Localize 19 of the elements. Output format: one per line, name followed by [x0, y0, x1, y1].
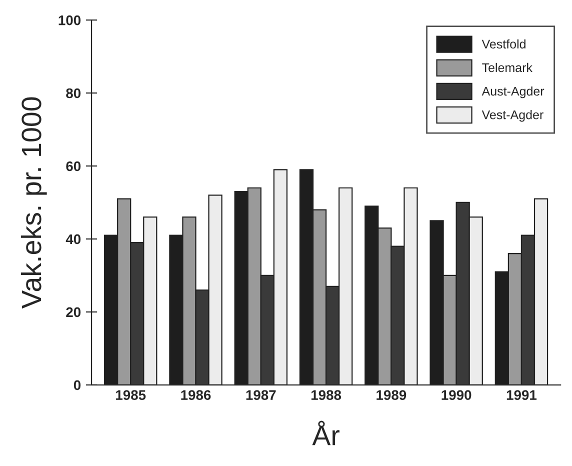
legend-label: Telemark	[482, 62, 533, 72]
y-tick-label: 100	[58, 15, 81, 26]
y-tick-label: 0	[74, 380, 81, 390]
x-tick-label: 1989	[376, 390, 406, 400]
legend-label: Vest-Agder	[482, 110, 544, 122]
x-tick-label: 1988	[311, 390, 342, 400]
y-tick-label: 60	[66, 161, 81, 172]
x-tick-label: 1985	[116, 390, 146, 400]
x-tick-label: 1986	[181, 390, 211, 400]
y-tick-label: 20	[66, 307, 81, 318]
x-axis-title: År	[312, 420, 340, 446]
y-tick-label: 80	[66, 88, 81, 98]
x-tick-label: 1990	[442, 390, 472, 400]
x-tick-label: 1987	[246, 390, 276, 400]
x-tick-label: 1991	[506, 390, 537, 400]
legend-label: Aust-Agder	[482, 86, 544, 98]
y-axis-title: Vak.eks. pr. 1000	[20, 97, 47, 309]
legend-label: Vestfold	[482, 39, 526, 49]
y-tick-label: 40	[66, 234, 81, 244]
